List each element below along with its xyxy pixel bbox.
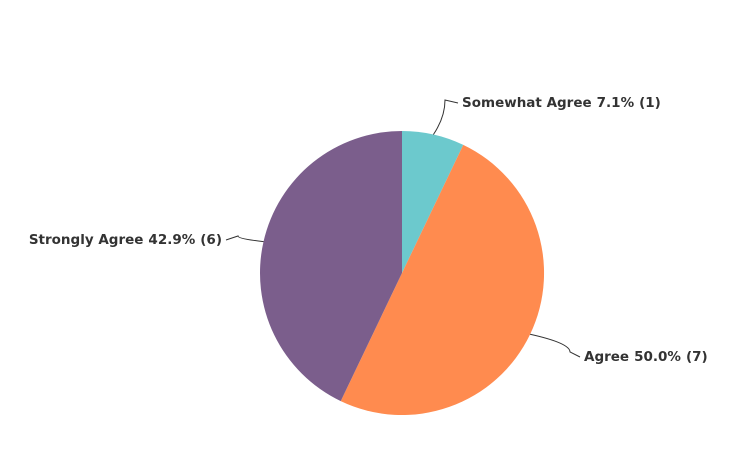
value-label: 50.0% [634,349,681,365]
value-label: 7.1% [597,95,635,111]
count-label: (7) [686,349,708,365]
leader-line [529,333,581,358]
value-label: 42.9% [148,232,195,248]
slice-label: Somewhat Agree 7.1% (1) [462,95,661,111]
leader-line [432,99,459,135]
count-label: (6) [200,232,222,248]
leader-line [225,235,264,243]
slice-label: Strongly Agree 42.9% (6) [29,232,222,248]
pie-slice [340,144,545,416]
count-label: (1) [639,95,661,111]
category-label: Strongly Agree [29,232,144,248]
pie-slice [260,131,402,402]
category-label: Somewhat Agree [462,95,592,111]
slice-label: Agree 50.0% (7) [584,349,708,365]
pie-slice [402,131,464,273]
category-label: Agree [584,349,629,365]
